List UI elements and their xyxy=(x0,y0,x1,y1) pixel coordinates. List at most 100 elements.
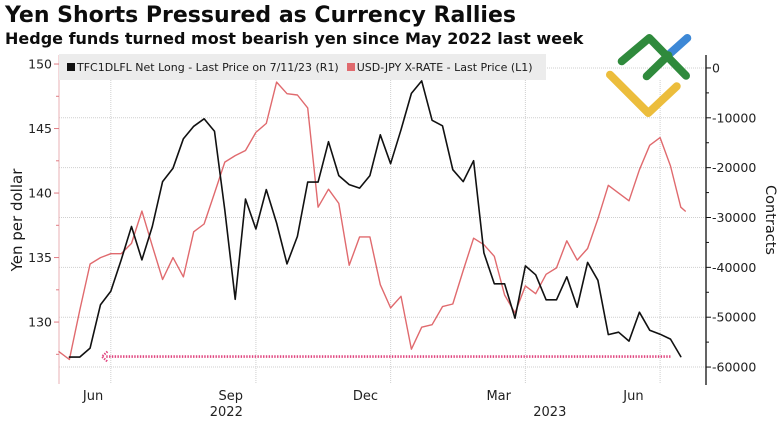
net-long-point xyxy=(109,289,113,293)
right-tick-label: -20000 xyxy=(712,160,756,175)
usd-jpy-point xyxy=(554,266,558,270)
usd-jpy-point xyxy=(472,236,476,240)
usd-jpy-point xyxy=(78,308,82,312)
usd-jpy-point xyxy=(368,235,372,239)
net-long-point xyxy=(171,166,175,170)
usd-jpy-point xyxy=(606,183,610,187)
left-tick-label: 145 xyxy=(28,121,52,136)
legend-item-net-long: TFC1DLFL Net Long - Last Price on 7/11/2… xyxy=(67,61,339,74)
usd-jpy-point xyxy=(171,256,175,260)
usd-jpy-point xyxy=(130,241,134,245)
net-long-point xyxy=(275,221,279,225)
usd-jpy-point xyxy=(627,199,631,203)
net-long-point xyxy=(492,282,496,286)
net-long-point xyxy=(192,124,196,128)
legend-label-net-long: TFC1DLFL Net Long - Last Price on 7/11/2… xyxy=(77,60,339,74)
right-tick-label: -40000 xyxy=(712,260,756,275)
usd-jpy-point xyxy=(648,143,652,147)
usd-jpy-point xyxy=(109,252,113,256)
right-axis-title: Contracts xyxy=(762,185,778,255)
vertical-gridlines xyxy=(110,80,661,384)
usd-jpy-point xyxy=(140,209,144,213)
net-long-point xyxy=(244,197,248,201)
net-long-point xyxy=(337,174,341,178)
right-tick-label: -50000 xyxy=(712,310,756,325)
usd-jpy-point xyxy=(544,272,548,276)
usd-jpy-point xyxy=(617,191,621,195)
x-tick-label: Dec xyxy=(353,389,378,404)
right-tick-label: -60000 xyxy=(712,360,756,375)
net-long-point xyxy=(658,332,662,336)
chart-subtitle: Hedge funds turned most bearish yen sinc… xyxy=(5,29,584,48)
usd-jpy-point xyxy=(503,293,507,297)
net-long-point xyxy=(119,258,123,262)
usd-jpy-point xyxy=(275,80,279,84)
usd-jpy-point xyxy=(212,191,216,195)
usd-jpy-point xyxy=(461,268,465,272)
net-long-point xyxy=(181,137,185,141)
net-long-point xyxy=(586,260,590,264)
net-long-point xyxy=(451,168,455,172)
usd-jpy-point xyxy=(285,92,289,96)
usd-jpy-point xyxy=(679,205,683,209)
net-long-point xyxy=(150,224,154,228)
usd-jpy-point xyxy=(420,325,424,329)
usd-jpy-point xyxy=(534,292,538,296)
usd-jpy-point xyxy=(306,106,310,110)
net-long-point xyxy=(285,262,289,266)
net-long-point xyxy=(358,186,362,190)
net-long-point xyxy=(627,339,631,343)
net-long-point xyxy=(368,174,372,178)
net-long-point xyxy=(668,337,672,341)
net-long-point xyxy=(554,298,558,302)
net-long-point xyxy=(78,355,82,359)
usd-jpy-point xyxy=(683,209,687,213)
usd-jpy-point xyxy=(88,262,92,266)
legend-item-usd-jpy: USD-JPY X-RATE - Last Price (L1) xyxy=(346,60,533,74)
annotation-arrow xyxy=(100,350,671,363)
legend-label-usd-jpy: USD-JPY X-RATE - Last Price (L1) xyxy=(356,60,533,74)
x-tick-label: Sep xyxy=(218,389,243,404)
right-tick-label: 0 xyxy=(712,60,720,75)
x-tick-label: Mar xyxy=(486,389,511,404)
net-long-point xyxy=(306,180,310,184)
net-long-point xyxy=(88,346,92,350)
usd-jpy-point xyxy=(596,217,600,221)
net-long-point xyxy=(544,298,548,302)
usd-jpy-point xyxy=(316,205,320,209)
left-tick-label: 130 xyxy=(28,315,52,330)
usd-jpy-point xyxy=(233,154,237,158)
x-tick-label: Jun xyxy=(622,389,643,404)
net-long-point xyxy=(316,180,320,184)
usd-jpy-point xyxy=(586,247,590,251)
net-long-point xyxy=(67,355,71,359)
chart-legend: TFC1DLFL Net Long - Last Price on 7/11/2… xyxy=(59,54,546,80)
net-long-point xyxy=(440,124,444,128)
usd-jpy-point xyxy=(326,187,330,191)
left-axis-title: Yen per dollar xyxy=(8,168,26,272)
usd-jpy-point xyxy=(295,93,299,97)
net-long-point xyxy=(347,183,351,187)
net-long-point xyxy=(503,282,507,286)
usd-jpy-point xyxy=(337,201,341,205)
usd-jpy-point xyxy=(637,168,641,172)
usd-jpy-point xyxy=(409,347,413,351)
net-long-point xyxy=(295,234,299,238)
net-long-point xyxy=(482,251,486,255)
x-year-label: 2022 xyxy=(210,405,243,420)
horizontal-gridlines xyxy=(59,67,706,368)
usd-jpy-point xyxy=(264,121,268,125)
net-long-point xyxy=(389,162,393,166)
net-long-point xyxy=(223,208,227,212)
net-long-point xyxy=(140,258,144,262)
left-tick-label: 135 xyxy=(28,250,52,265)
usd-jpy-point xyxy=(668,164,672,168)
net-long-point xyxy=(596,278,600,282)
x-year-label: 2023 xyxy=(533,405,566,420)
net-long-point xyxy=(606,333,610,337)
net-long-point xyxy=(617,330,621,334)
left-tick-label: 140 xyxy=(28,186,52,201)
usd-jpy-point xyxy=(202,222,206,226)
usd-jpy-point xyxy=(358,235,362,239)
